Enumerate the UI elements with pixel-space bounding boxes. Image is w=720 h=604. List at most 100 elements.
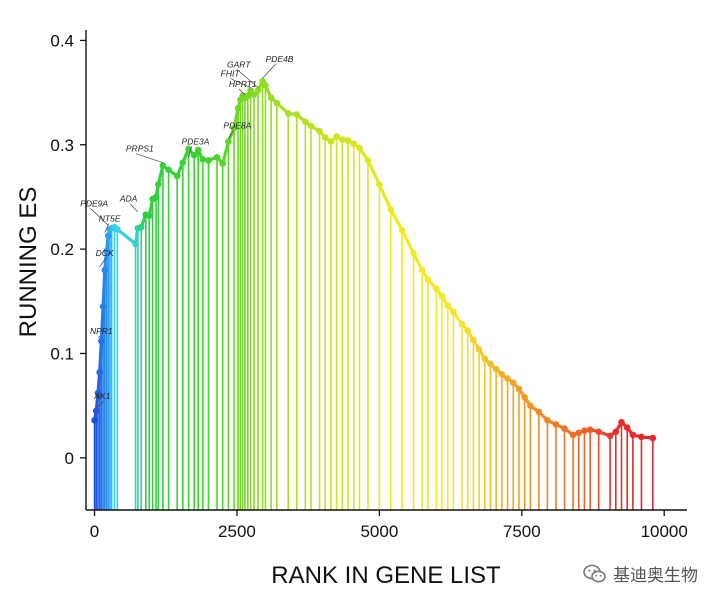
es-point bbox=[424, 276, 432, 283]
es-point bbox=[492, 365, 500, 373]
es-point bbox=[96, 368, 103, 376]
gene-label: NT5E bbox=[99, 214, 121, 224]
gene-label: FHIT bbox=[221, 69, 241, 79]
es-point bbox=[606, 432, 614, 440]
es-point bbox=[504, 375, 511, 382]
es-point bbox=[234, 104, 242, 112]
es-point bbox=[190, 151, 198, 159]
es-point bbox=[225, 138, 232, 145]
es-point bbox=[321, 134, 329, 141]
es-point bbox=[145, 212, 153, 220]
es-point bbox=[103, 247, 110, 255]
gene-label: AK1 bbox=[93, 391, 110, 401]
y-tick-label: 0.1 bbox=[50, 344, 74, 363]
es-point bbox=[470, 336, 477, 344]
es-point bbox=[575, 429, 583, 437]
gene-label: PDE9A bbox=[80, 198, 108, 208]
es-curve-segment bbox=[232, 106, 240, 130]
es-point bbox=[91, 416, 98, 424]
watermark-text: 基迪奥生物 bbox=[613, 566, 698, 586]
gene-label: PDE3A bbox=[182, 136, 210, 146]
x-tick-label: 10000 bbox=[641, 522, 688, 541]
es-point bbox=[350, 140, 358, 148]
gene-label: PDE4B bbox=[266, 54, 294, 64]
es-point bbox=[433, 285, 440, 293]
gene-label-leader bbox=[97, 335, 101, 339]
gene-label: ADA bbox=[119, 194, 138, 204]
es-point bbox=[262, 82, 269, 89]
gene-label: PRPS1 bbox=[126, 144, 154, 154]
es-point bbox=[339, 136, 346, 143]
es-point bbox=[458, 320, 466, 328]
es-point bbox=[649, 434, 657, 442]
es-point bbox=[487, 360, 494, 368]
gene-label-leader bbox=[238, 88, 246, 96]
es-point bbox=[98, 337, 105, 345]
es-point bbox=[92, 407, 100, 415]
gene-label-leader bbox=[89, 208, 109, 226]
es-point bbox=[410, 250, 417, 257]
es-point bbox=[316, 127, 323, 135]
es-point bbox=[586, 426, 594, 433]
es-point bbox=[438, 292, 446, 300]
es-point bbox=[387, 206, 395, 213]
x-tick-label: 5000 bbox=[360, 522, 398, 541]
es-point bbox=[509, 379, 517, 386]
y-tick-label: 0.4 bbox=[50, 31, 74, 50]
es-curve-segment bbox=[389, 207, 404, 232]
es-point bbox=[99, 303, 107, 310]
es-point bbox=[307, 122, 315, 130]
es-point bbox=[638, 433, 645, 441]
es-point bbox=[444, 302, 452, 309]
es-point bbox=[333, 133, 340, 140]
gene-label: PDE8A bbox=[223, 121, 251, 131]
es-point bbox=[179, 159, 187, 166]
es-point bbox=[155, 181, 162, 188]
es-point bbox=[623, 424, 631, 431]
es-point bbox=[581, 427, 588, 434]
es-point bbox=[132, 240, 139, 248]
es-curve-segment bbox=[377, 182, 393, 212]
es-point bbox=[364, 157, 372, 164]
es-curve-segment bbox=[115, 227, 138, 246]
es-curve-segment bbox=[96, 370, 102, 395]
axes: 0 0.1 0.2 0.3 0.4 0 2500 5000 7500 10000 bbox=[50, 30, 688, 541]
es-point bbox=[165, 166, 172, 174]
es-point bbox=[194, 146, 202, 154]
es-point bbox=[213, 154, 221, 161]
es-curve-segment bbox=[99, 304, 105, 343]
es-point bbox=[293, 111, 301, 118]
es-point bbox=[244, 92, 252, 100]
gene-label-leader bbox=[96, 400, 105, 409]
es-point bbox=[464, 327, 471, 334]
gene-label-leader bbox=[236, 69, 259, 88]
es-point bbox=[205, 157, 212, 164]
es-point bbox=[450, 308, 457, 316]
es-point bbox=[595, 428, 603, 436]
es-point bbox=[561, 425, 568, 432]
es-point bbox=[254, 87, 262, 94]
gene-label-leader bbox=[188, 146, 192, 158]
es-point bbox=[114, 226, 121, 233]
gene-label-leader bbox=[129, 203, 139, 212]
es-point bbox=[515, 385, 523, 393]
es-curve-segment bbox=[400, 228, 416, 255]
gene-label-leader bbox=[262, 63, 276, 79]
es-point bbox=[327, 138, 335, 145]
es-point bbox=[629, 431, 637, 439]
es-point bbox=[101, 266, 109, 274]
gene-label-leader bbox=[230, 78, 251, 88]
x-tick-label: 2500 bbox=[218, 522, 256, 541]
x-axis-title: RANK IN GENE LIST bbox=[271, 562, 501, 589]
es-point bbox=[104, 232, 112, 239]
es-point bbox=[159, 162, 167, 169]
es-point bbox=[398, 227, 406, 234]
gene-label: NPR1 bbox=[90, 326, 113, 336]
es-point bbox=[250, 91, 258, 98]
y-tick-label: 0.3 bbox=[50, 136, 74, 155]
watermark: 基迪奥生物 bbox=[583, 561, 698, 586]
es-point bbox=[273, 99, 281, 107]
gene-label: GART bbox=[227, 60, 251, 70]
es-point bbox=[284, 110, 292, 117]
